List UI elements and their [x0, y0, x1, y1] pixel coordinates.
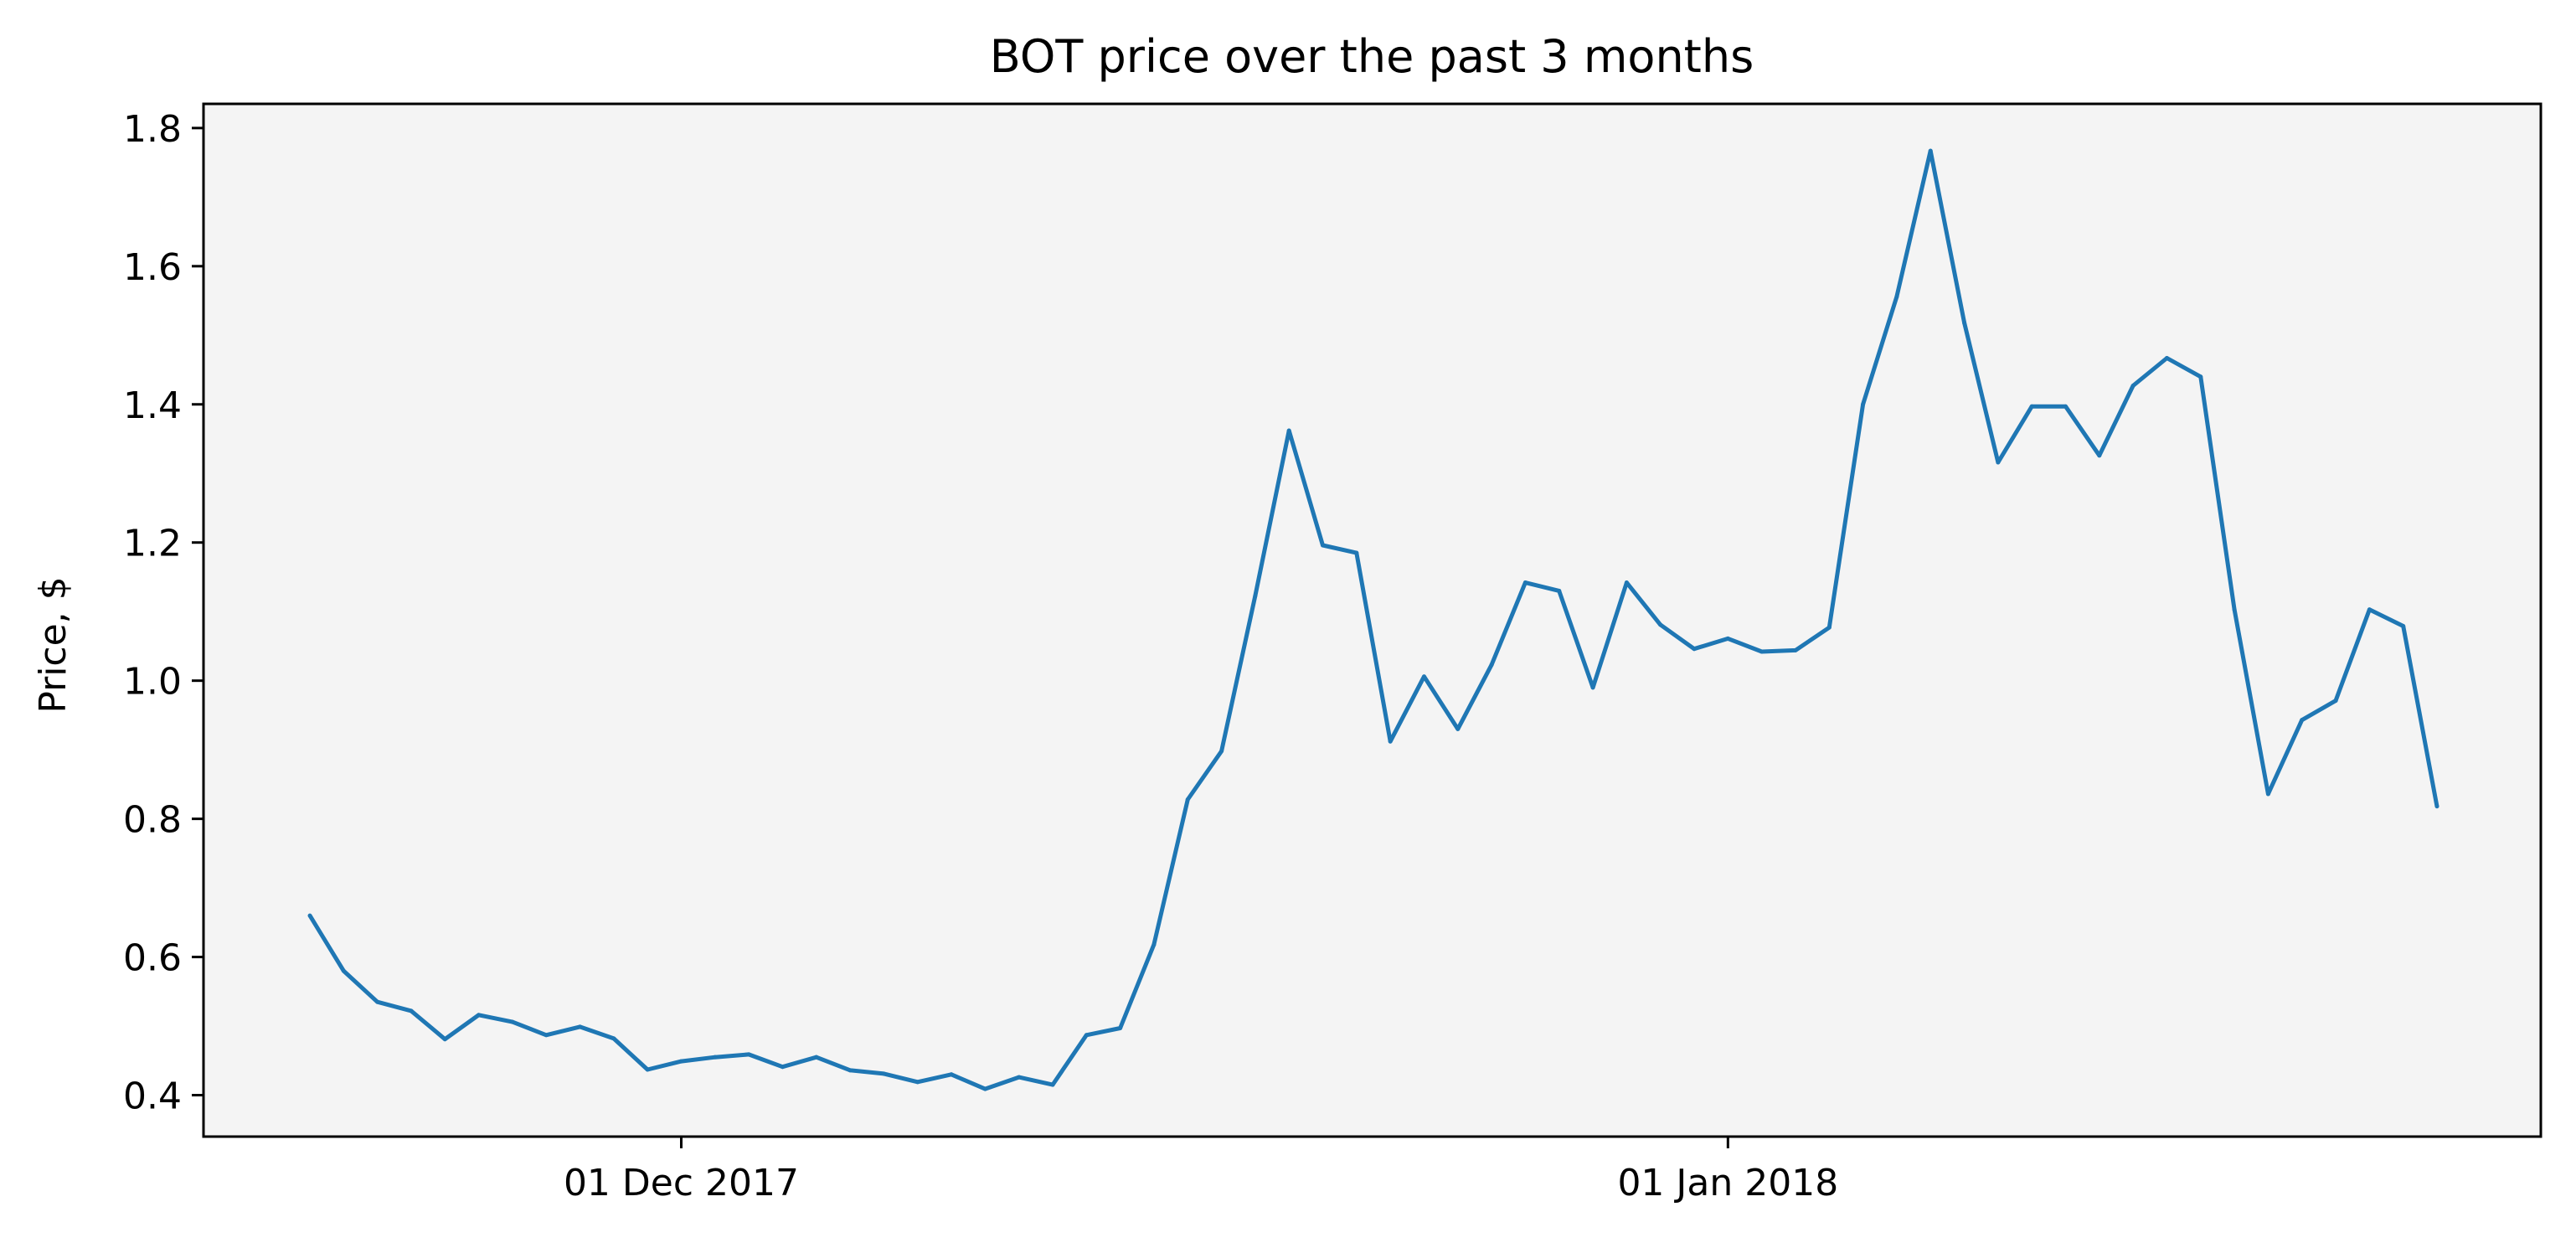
data-point: [1388, 739, 1393, 744]
data-point: [1725, 636, 1730, 641]
data-point: [510, 1019, 515, 1024]
data-point: [1590, 685, 1595, 690]
data-point: [2029, 404, 2034, 409]
data-point: [1321, 543, 1326, 548]
data-point: [578, 1024, 583, 1029]
data-point: [1826, 625, 1832, 630]
y-axis-ticks: 0.4 0.6 0.8 1.0 1.2 1.4 1.6 1.8: [123, 108, 204, 1118]
y-tick-label: 0.6: [123, 937, 182, 980]
data-point: [848, 1068, 853, 1073]
data-point: [1658, 622, 1663, 627]
data-point: [1489, 663, 1494, 668]
data-point: [1354, 550, 1359, 555]
y-tick-label: 1.8: [123, 108, 182, 151]
data-point: [375, 999, 380, 1004]
data-point: [1624, 580, 1629, 585]
y-axis-label: Price, $: [32, 576, 75, 713]
chart-title: BOT price over the past 3 months: [990, 30, 1754, 83]
data-point: [1894, 294, 1899, 299]
data-point: [2164, 356, 2169, 361]
data-point: [1996, 460, 2001, 465]
data-point: [881, 1071, 886, 1076]
data-point: [780, 1065, 785, 1070]
data-point: [1557, 588, 1562, 593]
data-point: [611, 1036, 616, 1041]
data-point: [746, 1052, 751, 1057]
y-tick-label: 1.0: [123, 661, 182, 704]
data-point: [2130, 383, 2136, 388]
x-axis-ticks: 01 Dec 2017 01 Jan 2018: [564, 1137, 1838, 1204]
x-tick-label: 01 Dec 2017: [564, 1162, 799, 1204]
data-point: [544, 1033, 549, 1038]
series-line: [307, 148, 2439, 1091]
data-points: [307, 148, 2439, 1091]
data-point: [678, 1059, 683, 1064]
data-point: [814, 1055, 819, 1060]
data-point: [307, 913, 312, 918]
x-tick-label: 01 Jan 2018: [1617, 1162, 1838, 1204]
data-point: [2232, 607, 2237, 612]
data-point: [1050, 1082, 1055, 1087]
plot-frame: [202, 102, 2543, 1138]
data-point: [1219, 749, 1224, 754]
data-point: [915, 1080, 920, 1085]
data-point: [949, 1072, 954, 1077]
y-tick-label: 1.4: [123, 384, 182, 427]
data-point: [2265, 792, 2270, 797]
data-point: [1793, 647, 1798, 652]
data-point: [1286, 428, 1291, 433]
data-point: [1084, 1033, 1089, 1038]
data-point: [1759, 649, 1765, 654]
y-tick-label: 0.8: [123, 799, 182, 842]
data-point: [2300, 718, 2305, 723]
data-point: [1118, 1026, 1123, 1031]
data-point: [2063, 404, 2069, 409]
y-tick-label: 1.6: [123, 246, 182, 289]
data-point: [1522, 580, 1528, 585]
data-point: [1151, 942, 1157, 947]
data-point: [341, 968, 346, 973]
y-tick-label: 1.2: [123, 523, 182, 565]
data-point: [1253, 593, 1258, 598]
data-point: [409, 1008, 414, 1013]
data-point: [1017, 1075, 1022, 1080]
data-point: [1692, 647, 1697, 652]
data-point: [713, 1055, 718, 1060]
data-point: [2333, 699, 2338, 704]
data-point: [2401, 624, 2406, 629]
data-point: [1455, 726, 1461, 731]
data-point: [1421, 674, 1426, 679]
data-point: [1928, 148, 1933, 153]
y-tick-label: 0.4: [123, 1075, 182, 1118]
plot-area: [204, 104, 2541, 1137]
data-point: [982, 1086, 987, 1091]
data-point: [2367, 607, 2372, 612]
data-point: [2198, 374, 2203, 379]
data-point: [442, 1037, 447, 1042]
data-point: [477, 1013, 482, 1018]
data-point: [2434, 804, 2439, 809]
data-point: [1185, 797, 1190, 802]
data-point: [2097, 453, 2102, 458]
data-point: [1861, 402, 1866, 407]
data-point: [645, 1067, 650, 1072]
data-point: [1962, 320, 1967, 325]
